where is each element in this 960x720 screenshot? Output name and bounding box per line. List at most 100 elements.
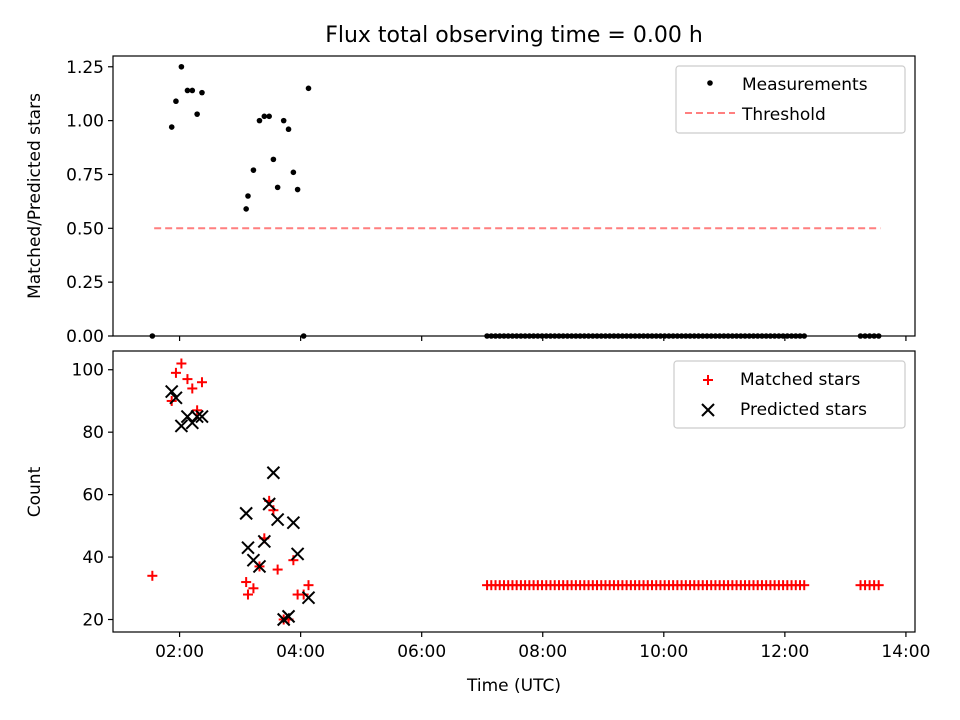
legend-measurements-marker xyxy=(707,80,713,86)
predicted-point xyxy=(286,516,301,530)
bottom-ytick-label: 100 xyxy=(72,361,104,381)
matched-point xyxy=(873,580,884,591)
bottom-panel: 20 40 60 80 100 02:00 04:00 06:00 08:00 10:00 12:0… xyxy=(25,350,931,696)
bottom-ytick-label: 20 xyxy=(82,611,104,631)
matched-point xyxy=(272,564,283,575)
bottom-xtick-label: 14:00 xyxy=(881,642,930,662)
top-axes: 0.00 0.25 0.50 0.75 1.00 1.25 xyxy=(66,58,907,347)
bottom-xtick-label: 12:00 xyxy=(760,642,809,662)
predicted-point-b xyxy=(301,590,316,605)
predicted-point-b xyxy=(174,419,189,433)
measurement-point xyxy=(305,85,312,92)
predicted-point xyxy=(241,540,255,555)
bottom-legend: Matched stars Predicted stars xyxy=(673,360,906,429)
matched-point xyxy=(176,358,187,369)
bottom-legend-box xyxy=(673,360,906,429)
bottom-xtick-label: 08:00 xyxy=(518,642,567,662)
measurement-point xyxy=(199,89,205,96)
bottom-xtick-label: 10:00 xyxy=(639,642,688,662)
measurement-point xyxy=(250,167,257,173)
predicted-point-b xyxy=(169,391,183,405)
measurement-point xyxy=(245,193,251,199)
matched-point xyxy=(248,583,259,594)
predicted-point xyxy=(239,506,253,521)
predicted-point-b xyxy=(257,534,272,549)
matched-point xyxy=(182,374,193,385)
predicted-point-b xyxy=(246,553,261,567)
predicted-point-b xyxy=(165,384,179,399)
bottom-xtick-label: 04:00 xyxy=(276,642,325,662)
bottom-xtick-label: 06:00 xyxy=(397,642,446,662)
predicted-point xyxy=(165,384,179,399)
measurement-point xyxy=(290,169,297,176)
predicted-point xyxy=(195,409,209,424)
measurement-point xyxy=(184,87,191,94)
predicted-point xyxy=(281,609,296,624)
bottom-ytick-label: 80 xyxy=(82,423,104,443)
measurement-point xyxy=(285,126,292,133)
matched-point xyxy=(298,589,309,600)
measurement-point xyxy=(194,111,200,117)
predicted-point xyxy=(290,547,305,561)
measurement-point xyxy=(173,98,179,105)
top-panel-frame xyxy=(112,55,916,337)
legend-measurements-label: Measurements xyxy=(742,75,868,95)
predicted-point xyxy=(301,590,316,605)
top-ytick-label: 0.50 xyxy=(66,219,104,239)
bottom-axes: 20 40 60 80 100 02:00 04:00 06:00 08:00 10:00 12:0… xyxy=(72,361,931,662)
predicted-point-b xyxy=(262,497,276,511)
measurement-point xyxy=(256,117,263,124)
top-ytick-label: 0.00 xyxy=(66,327,104,347)
predicted-point xyxy=(257,534,272,549)
predicted-point-b xyxy=(252,559,267,574)
matched-point xyxy=(303,580,314,591)
top-ylabel: Matched/Predicted stars xyxy=(25,93,45,299)
predicted-point-b xyxy=(190,409,204,424)
legend-predicted-marker xyxy=(701,403,715,417)
bottom-xlabel: Time (UTC) xyxy=(466,676,561,696)
predicted-point-b xyxy=(239,506,253,521)
top-ytick-label: 1.00 xyxy=(66,112,104,132)
bottom-data-layer xyxy=(147,358,884,627)
predicted-point-b xyxy=(286,516,301,530)
predicted-point xyxy=(190,409,204,424)
predicted-point xyxy=(262,497,276,511)
measurement-point xyxy=(261,113,268,120)
matched-point xyxy=(187,383,198,394)
predicted-point xyxy=(169,391,183,405)
bottom-ytick-label: 60 xyxy=(82,486,104,506)
bottom-ylabel: Count xyxy=(25,466,45,517)
top-legend-box xyxy=(675,65,906,134)
matched-point xyxy=(241,577,252,588)
measurement-point xyxy=(168,124,175,130)
top-ytick-label: 0.75 xyxy=(66,165,104,185)
predicted-point xyxy=(266,466,281,480)
matched-point xyxy=(799,580,810,591)
predicted-point-b xyxy=(266,466,281,480)
legend-predicted-label: Predicted stars xyxy=(740,400,867,420)
measurement-point xyxy=(189,87,196,94)
matched-point xyxy=(147,570,158,581)
measurement-point xyxy=(294,186,301,193)
measurement-point xyxy=(274,184,281,191)
measurement-point xyxy=(270,156,277,163)
measurement-point xyxy=(178,63,185,70)
matched-point xyxy=(196,377,207,388)
top-legend: Measurements Threshold xyxy=(675,65,906,134)
matched-point xyxy=(242,589,253,600)
measurement-point xyxy=(243,206,249,212)
predicted-point xyxy=(252,559,267,574)
predicted-point-b xyxy=(290,547,305,561)
predicted-point-b xyxy=(241,540,255,555)
predicted-point-b xyxy=(270,512,285,527)
predicted-point xyxy=(270,512,285,527)
bottom-xtick-label: 02:00 xyxy=(155,642,204,662)
chart-title: Flux total observing time = 0.00 h xyxy=(325,23,703,48)
predicted-point-b xyxy=(281,609,296,624)
legend-matched-marker xyxy=(703,375,713,385)
predicted-point xyxy=(174,419,189,433)
measurement-point xyxy=(266,113,272,120)
top-panel: 0.00 0.25 0.50 0.75 1.00 1.25 Matched/Predict… xyxy=(25,55,916,347)
bottom-panel-frame xyxy=(112,350,916,633)
